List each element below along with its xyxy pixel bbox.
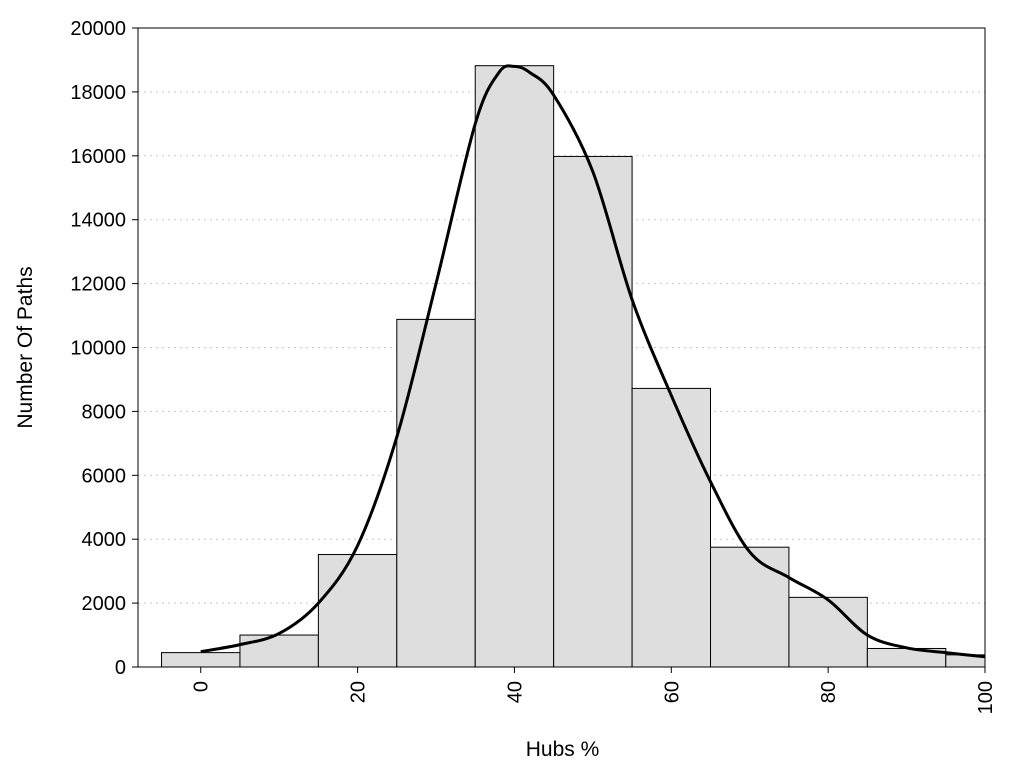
y-tick-label: 0 bbox=[115, 657, 126, 679]
x-tick-label: 100 bbox=[975, 681, 997, 714]
histogram-bar bbox=[474, 65, 555, 668]
histogram-bar bbox=[631, 387, 712, 668]
histogram-bar bbox=[161, 652, 241, 668]
y-tick-label: 12000 bbox=[70, 274, 126, 296]
x-tick-label: 60 bbox=[661, 681, 683, 703]
y-tick-label: 20000 bbox=[70, 18, 126, 40]
histogram-bar bbox=[317, 554, 398, 668]
x-tick-label: 40 bbox=[504, 681, 526, 703]
y-tick-label: 6000 bbox=[82, 465, 127, 487]
histogram-bar bbox=[553, 155, 633, 668]
x-axis-ticks: 0 20 40 60 80 100 bbox=[191, 667, 997, 714]
y-tick-label: 2000 bbox=[82, 593, 127, 615]
histogram-bar bbox=[710, 546, 790, 668]
density-curve bbox=[200, 64, 986, 659]
x-tick-label: 0 bbox=[191, 681, 213, 692]
y-tick-label: 10000 bbox=[70, 338, 126, 360]
x-tick-label: 80 bbox=[818, 681, 840, 703]
y-tick-label: 4000 bbox=[82, 529, 127, 551]
y-tick-label: 18000 bbox=[70, 82, 126, 104]
x-axis-title: Hubs % bbox=[526, 738, 600, 761]
histogram-bars bbox=[161, 65, 986, 668]
y-tick-label: 8000 bbox=[82, 401, 127, 423]
x-tick-label: 20 bbox=[348, 681, 370, 703]
y-tick-label: 14000 bbox=[70, 210, 126, 232]
histogram-bar bbox=[239, 634, 319, 668]
y-axis-ticks: 0 2000 4000 6000 8000 10000 12000 14000 16000 180… bbox=[70, 18, 138, 679]
y-tick-label: 16000 bbox=[70, 146, 126, 168]
y-axis-title: Number Of Paths bbox=[14, 266, 37, 428]
histogram-bar bbox=[396, 318, 476, 668]
histogram-bar bbox=[788, 596, 868, 668]
